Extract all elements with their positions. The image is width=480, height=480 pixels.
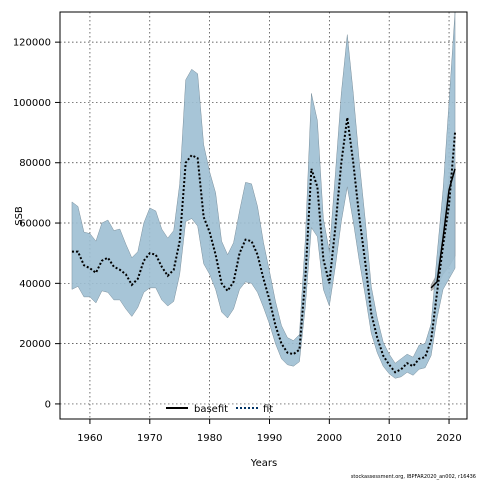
legend-basefit-label: basefit (194, 404, 228, 415)
legend-fit-label: fit (263, 404, 273, 415)
x-tick-label: 2000 (317, 433, 342, 444)
source-note: stockassessment.org, IBPFAR2020_an002, r… (351, 474, 476, 480)
fit-confidence-band (71, 11, 456, 379)
axis-ticks: 1960 1970 1980 1990 2000 2010 2020 0 20000 40000 6… (13, 38, 462, 444)
x-tick-label: 1960 (77, 433, 102, 444)
y-axis-title: SSB (14, 206, 25, 226)
legend: basefit fit (166, 404, 273, 415)
y-tick-label: 0 (45, 399, 51, 410)
plot-frame (59, 11, 468, 420)
y-tick-label: 120000 (13, 38, 51, 49)
x-tick-label: 1970 (137, 433, 162, 444)
x-tick-label: 1990 (257, 433, 282, 444)
x-tick-label: 2020 (436, 433, 461, 444)
y-tick-label: 100000 (13, 98, 51, 109)
basefit-line (430, 168, 456, 289)
confidence-bands (71, 11, 456, 379)
series-lines (71, 117, 457, 374)
y-tick-label: 60000 (19, 219, 51, 230)
y-tick-label: 80000 (19, 158, 51, 169)
y-tick-label: 40000 (19, 279, 51, 290)
x-axis-title: Years (250, 458, 277, 469)
x-tick-label: 2010 (376, 433, 401, 444)
x-tick-label: 1980 (197, 433, 222, 444)
y-tick-label: 20000 (19, 339, 51, 350)
